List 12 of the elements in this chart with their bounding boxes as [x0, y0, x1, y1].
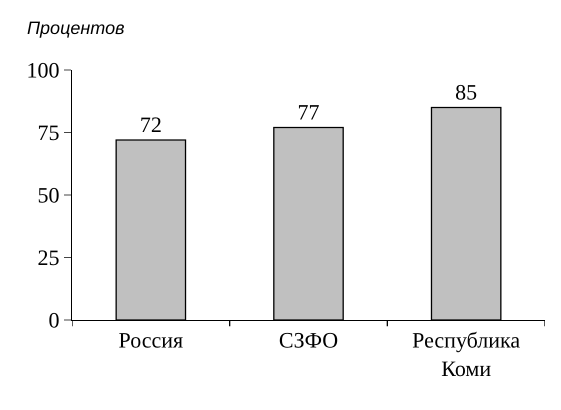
data-label: 77	[298, 100, 320, 124]
y-tick-label: 50	[37, 182, 60, 208]
data-label: 72	[140, 112, 162, 137]
y-axis-title: Процентов	[27, 18, 124, 38]
y-tick-label: 75	[37, 120, 60, 146]
y-tick-label: 25	[37, 245, 60, 270]
x-tick-label: Россия	[118, 328, 184, 353]
x-tick-label: Республика Коми	[412, 328, 520, 382]
y-tick-label: 100	[26, 58, 60, 83]
data-label: 85	[455, 80, 478, 104]
y-tick-label: 0	[48, 308, 60, 333]
x-tick-label: СЗФО	[278, 328, 338, 353]
